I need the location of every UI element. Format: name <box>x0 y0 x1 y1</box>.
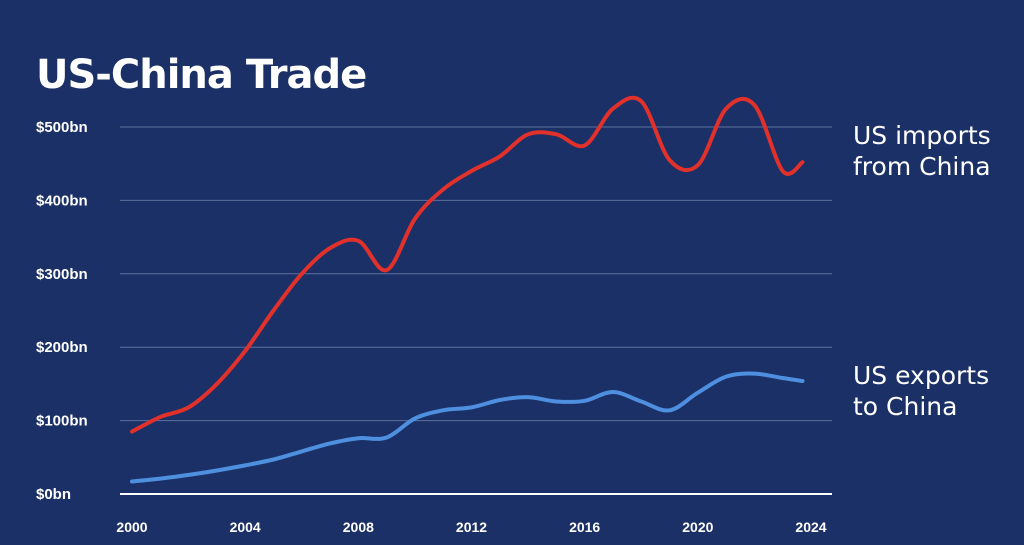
x-tick-label: 2016 <box>569 519 600 535</box>
x-tick-label: 2000 <box>116 519 147 535</box>
data-point <box>801 379 805 383</box>
series-line <box>130 371 805 484</box>
series-label-line: US exports <box>853 361 989 390</box>
data-point <box>356 436 360 440</box>
x-tick-label: 2008 <box>343 519 374 535</box>
data-point <box>158 415 162 419</box>
y-tick-label: $200bn <box>36 339 88 356</box>
data-point <box>158 477 162 481</box>
data-point <box>696 391 700 395</box>
data-point <box>526 395 530 399</box>
gridlines <box>120 126 832 495</box>
data-point <box>300 272 304 276</box>
data-point <box>271 458 275 462</box>
data-point <box>611 390 615 394</box>
series-exports <box>130 371 805 484</box>
series-imports <box>130 95 805 434</box>
data-point <box>130 430 134 434</box>
x-tick-label: 2012 <box>456 519 487 535</box>
data-point <box>470 169 474 173</box>
series-label-line: US imports <box>853 121 991 150</box>
data-point <box>752 372 756 376</box>
series-label: US imports from China <box>853 121 991 181</box>
data-point <box>215 382 219 386</box>
data-point <box>356 239 360 243</box>
data-point <box>413 416 417 420</box>
x-axis-ticks: 2000 2004 2008 2012 2016 2020 2024 <box>116 519 826 535</box>
series-line <box>130 95 805 434</box>
y-axis-ticks: $0bn $100bn $200bn $300bn $400bn $500bn <box>36 119 88 503</box>
data-point <box>243 463 247 467</box>
data-point <box>328 246 332 250</box>
data-point <box>328 441 332 445</box>
data-point <box>696 163 700 167</box>
data-point <box>441 187 445 191</box>
data-point <box>130 480 134 484</box>
y-tick-label: $100bn <box>36 413 88 430</box>
series-labels: US imports from China US exports to China <box>853 121 991 421</box>
x-tick-label: 2020 <box>682 519 713 535</box>
x-tick-label: 2024 <box>795 519 826 535</box>
data-point <box>187 473 191 477</box>
data-point <box>639 400 643 404</box>
data-point <box>271 309 275 313</box>
data-point <box>413 217 417 221</box>
data-point <box>187 405 191 409</box>
y-tick-label: $500bn <box>36 119 88 136</box>
data-point <box>526 132 530 136</box>
y-tick-label: $0bn <box>36 486 71 503</box>
data-point <box>611 107 615 111</box>
chart-title: US-China Trade <box>36 52 366 98</box>
data-point <box>801 160 805 164</box>
data-point <box>781 169 785 173</box>
data-point <box>215 469 219 473</box>
data-point <box>752 103 756 107</box>
data-point <box>583 143 587 147</box>
y-tick-label: $300bn <box>36 266 88 283</box>
data-point <box>554 132 558 136</box>
data-point <box>724 375 728 379</box>
data-point <box>668 158 672 162</box>
series-label: US exports to China <box>853 361 989 421</box>
series-lines <box>130 95 805 484</box>
y-tick-label: $400bn <box>36 192 88 209</box>
data-point <box>639 99 643 103</box>
data-point <box>781 376 785 380</box>
x-tick-label: 2004 <box>230 519 261 535</box>
data-point <box>498 398 502 402</box>
data-point <box>243 349 247 353</box>
series-label-line: from China <box>853 152 991 181</box>
data-point <box>300 449 304 453</box>
data-point <box>498 154 502 158</box>
data-point <box>583 399 587 403</box>
data-point <box>724 107 728 111</box>
data-point <box>470 405 474 409</box>
data-point <box>668 408 672 412</box>
data-point <box>385 268 389 272</box>
data-point <box>385 435 389 439</box>
data-point <box>554 400 558 404</box>
data-point <box>441 408 445 412</box>
series-label-line: to China <box>853 392 957 421</box>
